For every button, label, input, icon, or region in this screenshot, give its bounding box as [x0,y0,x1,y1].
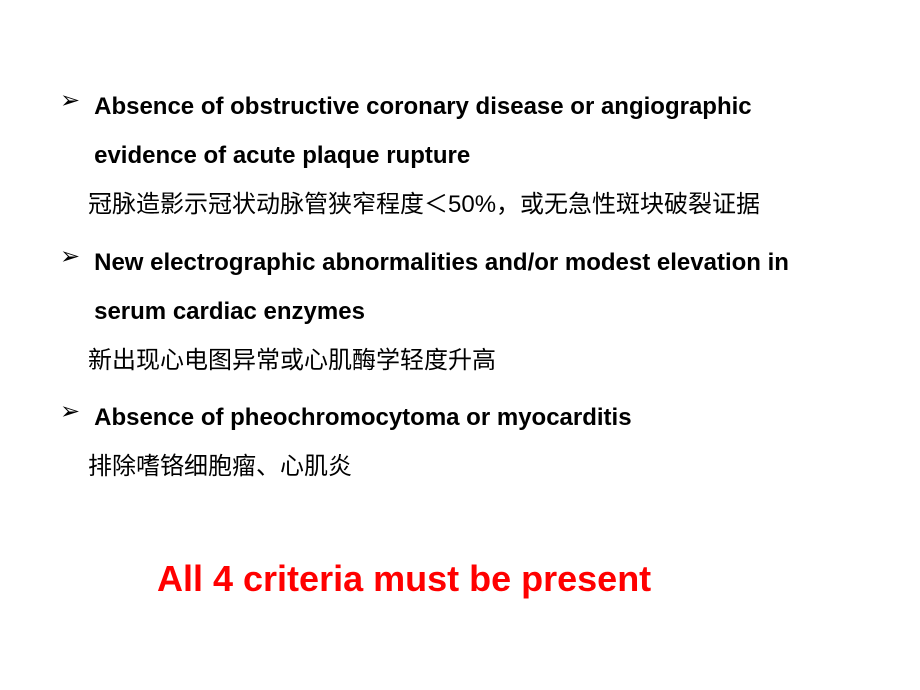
bullet-row: ➢ Absence of obstructive coronary diseas… [60,82,860,180]
bullet-chinese: 新出现心电图异常或心肌酶学轻度升高 [88,336,860,385]
bullet-item: ➢ Absence of pheochromocytoma or myocard… [60,393,860,491]
bullet-marker-icon: ➢ [60,238,80,276]
bullet-english: Absence of obstructive coronary disease … [94,82,860,180]
bullet-chinese: 冠脉造影示冠状动脉管狭窄程度＜50%，或无急性斑块破裂证据 [88,180,860,229]
overlay-emphasis: All 4 criteria must be present [157,558,651,600]
bullet-row: ➢ New electrographic abnormalities and/o… [60,238,860,336]
slide-content: ➢ Absence of obstructive coronary diseas… [60,82,860,500]
bullet-english: New electrographic abnormalities and/or … [94,238,860,336]
bullet-text-block: New electrographic abnormalities and/or … [94,238,860,336]
bullet-item: ➢ Absence of obstructive coronary diseas… [60,82,860,230]
bullet-text-block: Absence of obstructive coronary disease … [94,82,860,180]
bullet-row: ➢ Absence of pheochromocytoma or myocard… [60,393,860,442]
bullet-item: ➢ New electrographic abnormalities and/o… [60,238,860,386]
bullet-marker-icon: ➢ [60,82,80,120]
bullet-english: Absence of pheochromocytoma or myocardit… [94,393,860,442]
bullet-marker-icon: ➢ [60,393,80,431]
bullet-text-block: Absence of pheochromocytoma or myocardit… [94,393,860,442]
bullet-chinese: 排除嗜铬细胞瘤、心肌炎 [88,442,860,491]
